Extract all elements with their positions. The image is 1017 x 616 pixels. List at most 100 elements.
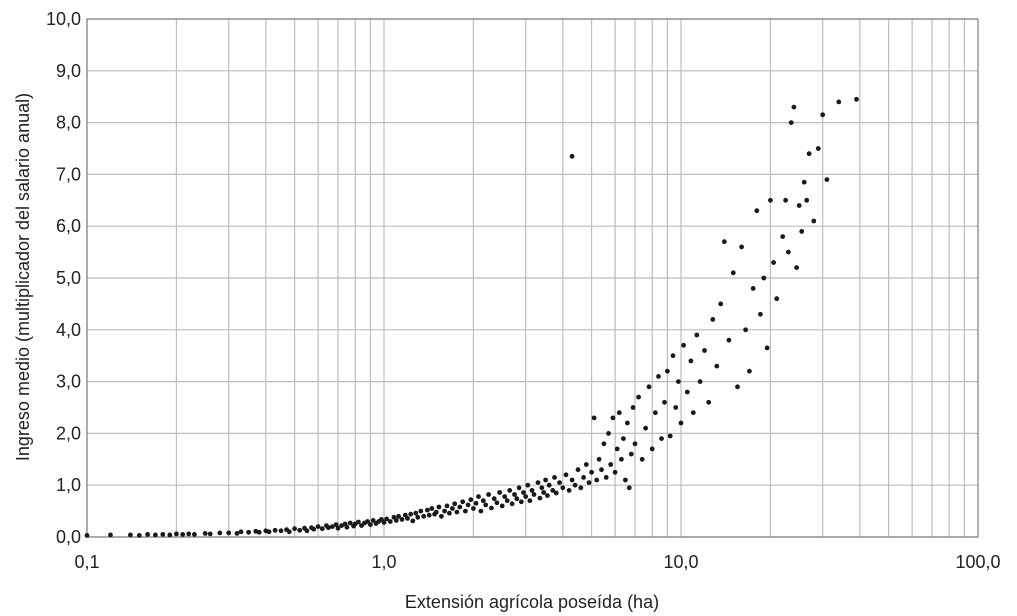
data-point (502, 494, 508, 499)
x-axis-tick-labels: 0,1 1,0 10,0 100,0 (74, 552, 1000, 572)
data-point (304, 528, 310, 534)
data-point (546, 482, 552, 488)
data-point (421, 513, 427, 519)
data-point (266, 529, 272, 535)
data-point (486, 492, 491, 497)
data-point (483, 502, 489, 508)
data-point (811, 218, 817, 224)
data-point (804, 197, 810, 203)
data-point (335, 525, 341, 531)
data-point (673, 405, 679, 410)
data-point (518, 499, 524, 505)
data-point (799, 229, 805, 234)
data-point (730, 270, 736, 276)
data-point (621, 436, 626, 441)
data-point (583, 462, 589, 467)
data-point (174, 531, 179, 537)
data-point (507, 488, 513, 493)
data-point (460, 499, 466, 505)
data-point (145, 532, 151, 537)
data-point (820, 112, 826, 118)
data-point (665, 368, 670, 374)
data-point (747, 368, 752, 374)
data-point (516, 485, 522, 491)
y-tick-label: 7,0 (56, 164, 81, 184)
data-point (489, 505, 494, 511)
data-point (504, 498, 510, 504)
y-tick-label: 10,0 (46, 9, 81, 29)
data-point (656, 374, 661, 379)
data-point (676, 379, 681, 384)
data-point (697, 379, 703, 384)
data-point (512, 492, 517, 497)
data-point (758, 311, 763, 317)
data-point (339, 523, 344, 528)
data-point (272, 527, 278, 533)
data-point (623, 477, 628, 483)
data-point (433, 509, 439, 515)
data-point (714, 363, 720, 369)
data-point (465, 502, 471, 508)
data-point (180, 532, 186, 537)
x-tick-label: 1,0 (371, 552, 396, 572)
data-point (473, 500, 479, 506)
data-point (326, 525, 331, 531)
data-point (256, 529, 262, 535)
data-point (202, 531, 208, 536)
data-point (690, 410, 696, 416)
data-point (499, 503, 505, 509)
data-point (160, 532, 166, 537)
data-point (381, 520, 387, 525)
data-point (444, 503, 450, 509)
data-point (694, 332, 700, 338)
data-point (108, 532, 113, 538)
y-tick-label: 1,0 (56, 475, 81, 495)
data-point (418, 508, 424, 514)
data-point (497, 490, 502, 495)
data-point (824, 177, 830, 183)
y-tick-label: 5,0 (56, 268, 81, 288)
y-tick-label: 8,0 (56, 113, 81, 133)
data-point (429, 506, 435, 511)
data-point (468, 497, 474, 503)
data-point (217, 530, 223, 536)
data-point (410, 518, 416, 524)
data-point (333, 522, 339, 527)
y-tick-label: 6,0 (56, 216, 81, 236)
data-point (329, 524, 335, 529)
data-point (854, 96, 859, 102)
plot-area-frame (86, 18, 979, 538)
data-point (457, 504, 463, 510)
data-point (614, 446, 620, 452)
data-point (347, 520, 353, 526)
x-tick-label: 100,0 (955, 552, 1000, 572)
data-point (643, 425, 648, 431)
data-point (226, 530, 232, 536)
data-point (387, 519, 393, 524)
y-tick-label: 4,0 (56, 320, 81, 340)
data-point (186, 531, 192, 537)
data-point (399, 517, 405, 522)
data-point (581, 475, 586, 480)
data-point (718, 301, 724, 307)
data-point (806, 151, 812, 157)
data-point (791, 104, 797, 110)
data-point (750, 286, 756, 291)
data-points (84, 96, 859, 538)
data-point (764, 345, 770, 351)
data-point (678, 420, 684, 426)
data-point (442, 508, 447, 514)
data-point (153, 532, 158, 538)
data-point (425, 507, 430, 513)
data-point (563, 472, 569, 478)
data-point (569, 477, 575, 483)
y-tick-label: 0,0 (56, 527, 81, 547)
data-point (670, 353, 676, 359)
data-point (575, 467, 581, 473)
data-point (491, 496, 497, 502)
data-point (572, 482, 578, 488)
data-point (794, 265, 799, 270)
data-point (743, 327, 748, 333)
data-point (436, 504, 442, 510)
data-point (836, 99, 842, 105)
